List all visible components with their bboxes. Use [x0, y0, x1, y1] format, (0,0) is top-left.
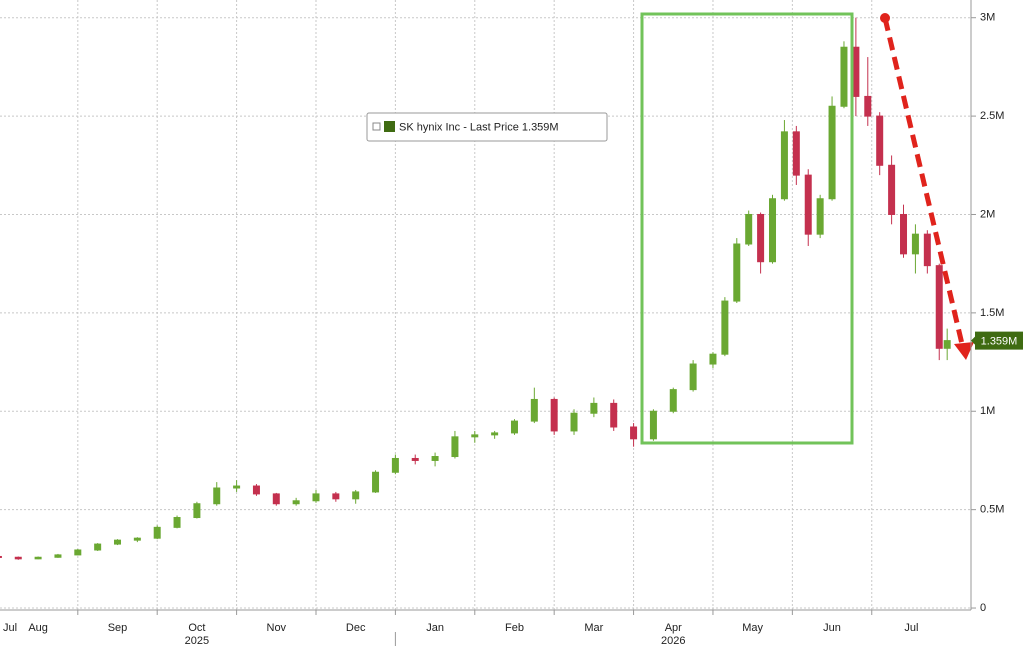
candle-body	[0, 555, 2, 558]
candle-body	[804, 174, 812, 235]
candle-body	[769, 198, 777, 263]
candle-body	[792, 131, 800, 176]
candle-body	[828, 105, 836, 200]
candle-body	[610, 402, 618, 428]
year-label: 2026	[661, 635, 685, 646]
x-tick-label: Oct	[188, 622, 205, 634]
highlight-box	[640, 12, 854, 445]
y-tick-label: 0	[980, 602, 986, 614]
y-tick-label: 1M	[980, 405, 995, 417]
candle-body	[911, 233, 919, 255]
legend-toggle	[372, 122, 381, 131]
candle-body	[14, 556, 22, 560]
x-tick-label: Aug	[28, 622, 48, 634]
candle-body	[312, 493, 320, 502]
grid	[0, 0, 971, 610]
x-tick-label: May	[742, 622, 763, 634]
candle-body	[689, 363, 697, 391]
trend-arrow	[880, 13, 974, 360]
x-tick-label: Apr	[665, 622, 682, 634]
candle-body	[876, 115, 884, 166]
candle-body	[252, 485, 260, 495]
candle-body	[923, 233, 931, 267]
candle-body	[590, 402, 598, 414]
candle-body	[391, 457, 399, 473]
year-label: 2025	[185, 635, 209, 646]
legend-name: SK hynix Inc - Last Price	[399, 121, 519, 133]
candle-body	[816, 198, 824, 235]
x-tick-label: Jul	[3, 622, 17, 634]
candle-body	[935, 265, 943, 349]
candle-body	[669, 389, 677, 412]
y-tick-label: 0.5M	[980, 504, 1004, 516]
candle-body	[745, 213, 753, 245]
candle-body	[233, 485, 241, 489]
candle-body	[530, 398, 538, 422]
candle-body	[840, 46, 848, 107]
y-tick-label: 3M	[980, 12, 995, 24]
candle-body	[570, 412, 578, 432]
candle-body	[173, 517, 181, 528]
candle-body	[780, 131, 788, 200]
x-tick-label: Nov	[267, 622, 287, 634]
candle-body	[733, 243, 741, 302]
x-tick-label: Jun	[823, 622, 841, 634]
candle-body	[54, 554, 62, 558]
candle-body	[411, 457, 419, 461]
candle-body	[721, 300, 729, 355]
candle-body	[649, 410, 657, 440]
candle-body	[709, 353, 717, 365]
x-tick-label: Mar	[584, 622, 603, 634]
candle-body	[491, 432, 499, 436]
legend-swatch	[384, 121, 395, 132]
legend: SK hynix Inc - Last Price 1.359M	[366, 112, 608, 142]
x-tick-label: Jul	[904, 622, 918, 634]
x-tick-label: Sep	[108, 622, 128, 634]
candle-body	[352, 491, 360, 500]
candle-body	[272, 493, 280, 505]
candles	[0, 17, 951, 560]
last-price-label: 1.359M	[981, 336, 1018, 348]
last-price-pointer	[971, 335, 976, 346]
candle-body	[94, 543, 102, 551]
candle-body	[213, 487, 221, 505]
candle-body	[332, 493, 340, 500]
x-tick-label: Jan	[426, 622, 444, 634]
legend-last-price: 1.359M	[522, 121, 559, 133]
candle-body	[431, 456, 439, 461]
y-tick-label: 1.5M	[980, 307, 1004, 319]
candle-body	[550, 398, 558, 432]
x-tick-label: Dec	[346, 622, 366, 634]
y-tick-label: 2.5M	[980, 110, 1004, 122]
candle-body	[943, 340, 951, 349]
legend-text: SK hynix Inc - Last Price 1.359M	[399, 121, 559, 133]
candle-body	[153, 526, 161, 539]
candle-body	[630, 426, 638, 440]
candle-body	[193, 503, 201, 519]
candle-body	[864, 95, 872, 117]
candle-body	[510, 420, 518, 434]
candle-body	[292, 500, 300, 505]
y-tick-label: 2M	[980, 208, 995, 220]
candle-body	[471, 434, 479, 438]
candle-body	[372, 471, 380, 493]
candle-body	[114, 539, 122, 545]
candle-body	[888, 164, 896, 215]
candle-body	[74, 549, 82, 556]
candle-body	[852, 46, 860, 97]
candle-body	[133, 537, 141, 541]
x-tick-label: Feb	[505, 622, 524, 634]
candle-body	[757, 213, 765, 263]
candle-body	[900, 213, 908, 255]
last-price-tag	[975, 331, 1023, 350]
candle-body	[451, 436, 459, 458]
legend-box	[366, 112, 608, 142]
candle-body	[34, 556, 42, 560]
